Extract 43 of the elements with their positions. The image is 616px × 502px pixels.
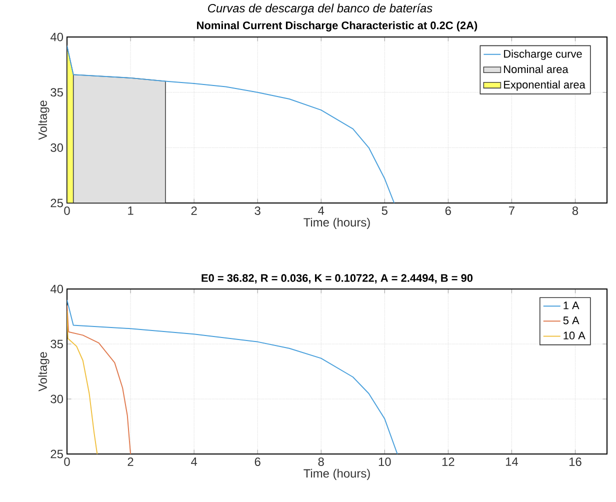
x-axis-title: Time (hours) <box>304 218 370 229</box>
x-axis-title: Time (hours) <box>304 468 370 480</box>
line-series <box>67 45 395 203</box>
legend-label: 10 A <box>564 332 586 340</box>
y-axis-title: Voltage <box>38 100 50 140</box>
legend-label: Exponential area <box>504 80 586 91</box>
x-tick-label: 12 <box>442 458 454 466</box>
x-tick-label: 7 <box>508 206 514 215</box>
x-tick-label: 0 <box>64 206 70 215</box>
line-series <box>67 300 398 454</box>
y-tick-label: 25 <box>50 198 63 208</box>
y-tick-label: 40 <box>50 32 64 42</box>
x-tick-label: 2 <box>128 458 134 466</box>
x-tick-label: 10 <box>378 458 391 466</box>
y-tick-label: 35 <box>50 340 63 348</box>
chart-title: Nominal Current Discharge Characteristic at 0.2C (2A) <box>197 21 478 32</box>
x-tick-label: 6 <box>254 458 260 466</box>
y-tick-label: 40 <box>50 284 64 294</box>
y-tick-label: 30 <box>50 394 64 404</box>
x-tick-label: 16 <box>570 458 582 466</box>
chart-title: E0 = 36.82, R = 0.036, K = 0.10722, A = 2.4494, B = 90 <box>202 274 473 284</box>
text: Curvas de descarga del banco de baterías <box>208 4 432 15</box>
legend-label: 5 A <box>563 316 580 324</box>
x-tick-label: 2 <box>191 206 197 215</box>
legend-label: 1 A <box>564 302 580 310</box>
line-series <box>67 305 132 454</box>
y-tick-label: 35 <box>50 88 63 97</box>
x-tick-label: 0 <box>64 458 70 466</box>
y-axis-title: Voltage <box>38 352 50 392</box>
legend-label: Nominal area <box>504 65 568 74</box>
x-tick-label: 1 <box>128 206 134 215</box>
x-tick-label: 4 <box>318 206 324 215</box>
x-tick-label: 8 <box>318 458 324 466</box>
x-tick-label: 3 <box>254 206 260 215</box>
legend-label: Discharge curve <box>504 50 582 60</box>
x-tick-label: 8 <box>572 206 578 215</box>
x-tick-label: 6 <box>445 206 451 215</box>
x-tick-label: 4 <box>191 458 198 466</box>
y-tick-label: 25 <box>50 450 63 458</box>
y-tick-label: 30 <box>50 143 64 152</box>
line-series <box>67 310 98 454</box>
x-tick-label: 5 <box>382 206 388 215</box>
x-tick-label: 14 <box>506 458 518 466</box>
